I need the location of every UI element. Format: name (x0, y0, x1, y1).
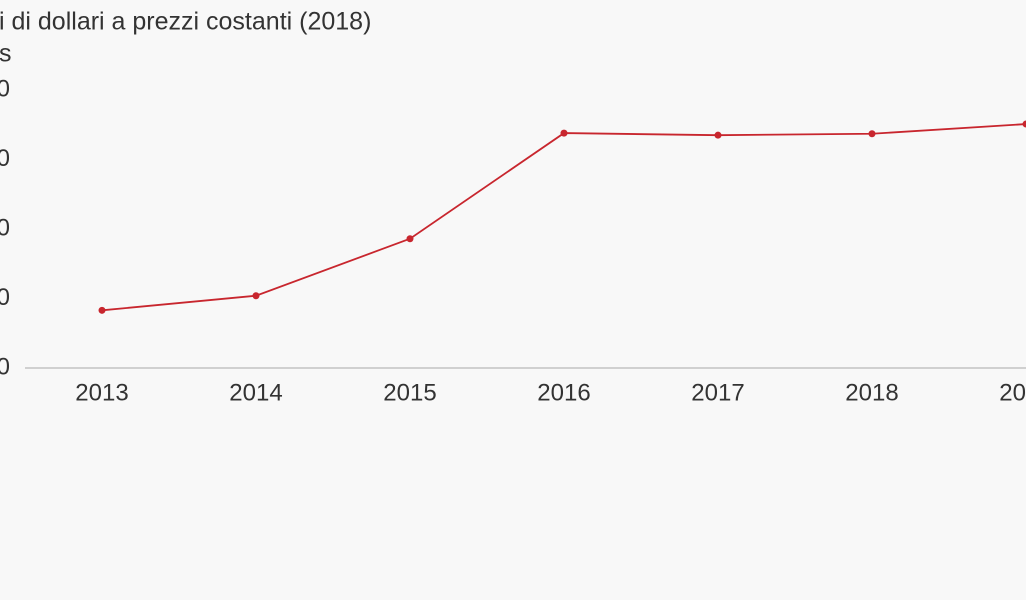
chart-subtitle: s (0, 40, 12, 68)
point (714, 131, 722, 139)
point (560, 129, 568, 137)
y-tick-label: 0 (0, 353, 10, 380)
x-tick-label: 2013 (75, 379, 128, 406)
x-tick-label: 2014 (229, 379, 282, 406)
chart-title: i di dollari a prezzi costanti (2018) (0, 8, 371, 36)
y-tick-label: 30 (0, 145, 10, 172)
y-tick-label: 10 (0, 284, 10, 311)
x-tick-label: 2019 (999, 379, 1026, 406)
point (1022, 120, 1026, 128)
point (406, 235, 414, 243)
point (98, 306, 106, 314)
point (868, 130, 876, 138)
y-tick-label: 40 (0, 75, 10, 102)
x-tick-label: 2016 (537, 379, 590, 406)
x-tick-label: 2017 (691, 379, 744, 406)
point (252, 292, 260, 300)
y-tick-label: 20 (0, 214, 10, 241)
x-tick-label: 2018 (845, 379, 898, 406)
x-tick-label: 2015 (383, 379, 436, 406)
